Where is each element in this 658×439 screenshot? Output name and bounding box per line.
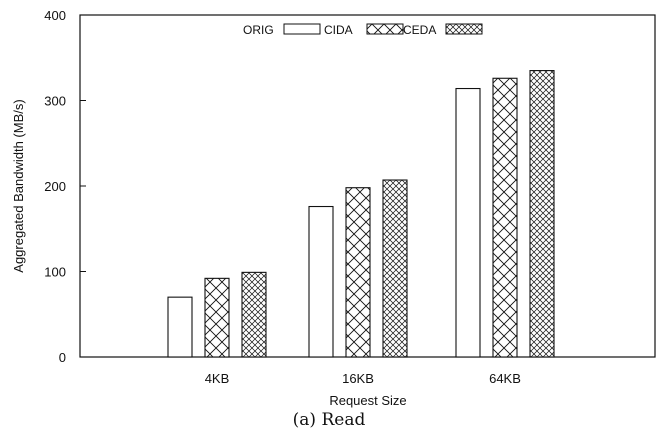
bar-cida-64kb (492, 77, 518, 358)
legend-swatch-cida (366, 23, 404, 35)
x-tick-label: 64KB (489, 371, 521, 386)
y-tick-label: 200 (44, 179, 66, 194)
legend-label-cida: CIDA (324, 23, 353, 37)
x-tick-label: 16KB (342, 371, 374, 386)
legend: ORIG CIDA CEDA (243, 23, 483, 37)
bar-cida-4kb (204, 277, 230, 358)
bar-chart: 0 100 200 300 400 4KB 16KB 64KB Aggregated Ban… (11, 8, 656, 408)
x-axis-title: Request Size (329, 393, 406, 408)
bar-orig-16kb (308, 205, 334, 358)
legend-swatch-ceda (445, 23, 483, 35)
bar-ceda-16kb (382, 179, 408, 358)
bar-orig-64kb (455, 87, 481, 358)
y-tick-label: 0 (59, 350, 66, 365)
y-axis-title: Aggregated Bandwidth (MB/s) (11, 99, 26, 272)
legend-label-orig: ORIG (243, 23, 274, 37)
figure-caption: (a) Read (292, 410, 366, 430)
bar-cida-16kb (345, 187, 371, 358)
y-tick-label: 400 (44, 8, 66, 23)
legend-swatch-orig (283, 23, 321, 35)
bar-orig-4kb (167, 296, 193, 358)
x-tick-label: 4KB (205, 371, 230, 386)
y-tick-label: 100 (44, 265, 66, 280)
y-tick-label: 300 (44, 94, 66, 109)
legend-label-ceda: CEDA (403, 23, 436, 37)
bar-ceda-64kb (529, 70, 555, 358)
bar-ceda-4kb (241, 271, 267, 358)
